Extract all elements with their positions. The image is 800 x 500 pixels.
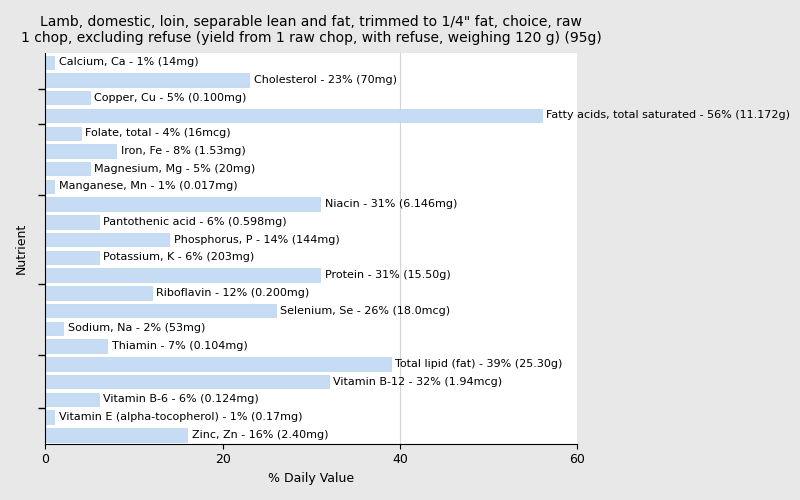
Bar [46, 392, 98, 406]
Text: Fatty acids, total saturated - 56% (11.172g): Fatty acids, total saturated - 56% (11.1… [546, 110, 790, 120]
Text: Cholesterol - 23% (70mg): Cholesterol - 23% (70mg) [254, 75, 397, 85]
Bar [46, 198, 320, 211]
Bar [46, 268, 320, 282]
Bar [46, 428, 187, 442]
Text: Zinc, Zn - 16% (2.40mg): Zinc, Zn - 16% (2.40mg) [192, 430, 328, 440]
Bar [46, 375, 329, 388]
Y-axis label: Nutrient: Nutrient [15, 223, 28, 274]
Text: Calcium, Ca - 1% (14mg): Calcium, Ca - 1% (14mg) [58, 57, 198, 67]
Text: Selenium, Se - 26% (18.0mcg): Selenium, Se - 26% (18.0mcg) [280, 306, 450, 316]
Bar [46, 410, 54, 424]
Bar [46, 144, 116, 158]
Text: Copper, Cu - 5% (0.100mg): Copper, Cu - 5% (0.100mg) [94, 92, 246, 102]
Bar [46, 74, 250, 86]
Bar [46, 233, 170, 246]
Bar [46, 162, 90, 175]
Bar [46, 322, 63, 335]
Bar [46, 357, 391, 370]
Bar [46, 286, 152, 300]
Title: Lamb, domestic, loin, separable lean and fat, trimmed to 1/4" fat, choice, raw
1: Lamb, domestic, loin, separable lean and… [21, 15, 602, 45]
Text: Protein - 31% (15.50g): Protein - 31% (15.50g) [325, 270, 450, 280]
Text: Phosphorus, P - 14% (144mg): Phosphorus, P - 14% (144mg) [174, 234, 340, 244]
Bar [46, 250, 98, 264]
Text: Vitamin B-6 - 6% (0.124mg): Vitamin B-6 - 6% (0.124mg) [103, 394, 258, 404]
Text: Folate, total - 4% (16mcg): Folate, total - 4% (16mcg) [86, 128, 231, 138]
Bar [46, 56, 54, 69]
Text: Total lipid (fat) - 39% (25.30g): Total lipid (fat) - 39% (25.30g) [395, 359, 563, 369]
Text: Sodium, Na - 2% (53mg): Sodium, Na - 2% (53mg) [67, 324, 205, 334]
X-axis label: % Daily Value: % Daily Value [268, 472, 354, 485]
Bar [46, 91, 90, 104]
Text: Manganese, Mn - 1% (0.017mg): Manganese, Mn - 1% (0.017mg) [58, 182, 238, 192]
Text: Pantothenic acid - 6% (0.598mg): Pantothenic acid - 6% (0.598mg) [103, 217, 286, 227]
Bar [46, 215, 98, 228]
Text: Vitamin B-12 - 32% (1.94mcg): Vitamin B-12 - 32% (1.94mcg) [334, 376, 502, 386]
Text: Niacin - 31% (6.146mg): Niacin - 31% (6.146mg) [325, 199, 457, 209]
Text: Riboflavin - 12% (0.200mg): Riboflavin - 12% (0.200mg) [156, 288, 310, 298]
Bar [46, 126, 81, 140]
Text: Vitamin E (alpha-tocopherol) - 1% (0.17mg): Vitamin E (alpha-tocopherol) - 1% (0.17m… [58, 412, 302, 422]
Text: Potassium, K - 6% (203mg): Potassium, K - 6% (203mg) [103, 252, 254, 262]
Text: Iron, Fe - 8% (1.53mg): Iron, Fe - 8% (1.53mg) [121, 146, 246, 156]
Bar [46, 304, 276, 318]
Bar [46, 109, 542, 122]
Text: Thiamin - 7% (0.104mg): Thiamin - 7% (0.104mg) [112, 341, 247, 351]
Text: Magnesium, Mg - 5% (20mg): Magnesium, Mg - 5% (20mg) [94, 164, 255, 173]
Bar [46, 340, 107, 353]
Bar [46, 180, 54, 193]
